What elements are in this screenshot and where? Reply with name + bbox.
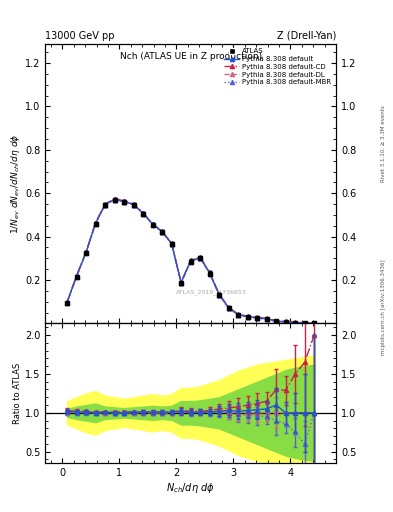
- Y-axis label: $1/N_{ev}\ dN_{ev}/dN_{ch}/d\eta\ d\phi$: $1/N_{ev}\ dN_{ev}/dN_{ch}/d\eta\ d\phi$: [9, 133, 22, 233]
- X-axis label: $N_{ch}/d\eta\ d\phi$: $N_{ch}/d\eta\ d\phi$: [166, 481, 215, 495]
- Y-axis label: Ratio to ATLAS: Ratio to ATLAS: [13, 363, 22, 424]
- Text: ATLAS_2019_I1736653: ATLAS_2019_I1736653: [176, 290, 246, 295]
- Text: mcplots.cern.ch [arXiv:1306.3436]: mcplots.cern.ch [arXiv:1306.3436]: [381, 260, 386, 355]
- Legend: ATLAS, Pythia 8.308 default, Pythia 8.308 default-CD, Pythia 8.308 default-DL, P: ATLAS, Pythia 8.308 default, Pythia 8.30…: [221, 46, 334, 88]
- Text: 13000 GeV pp: 13000 GeV pp: [45, 31, 115, 41]
- Text: Nch (ATLAS UE in Z production): Nch (ATLAS UE in Z production): [119, 52, 262, 61]
- Text: Z (Drell-Yan): Z (Drell-Yan): [277, 31, 336, 41]
- Text: Rivet 3.1.10, ≥ 3.3M events: Rivet 3.1.10, ≥ 3.3M events: [381, 105, 386, 182]
